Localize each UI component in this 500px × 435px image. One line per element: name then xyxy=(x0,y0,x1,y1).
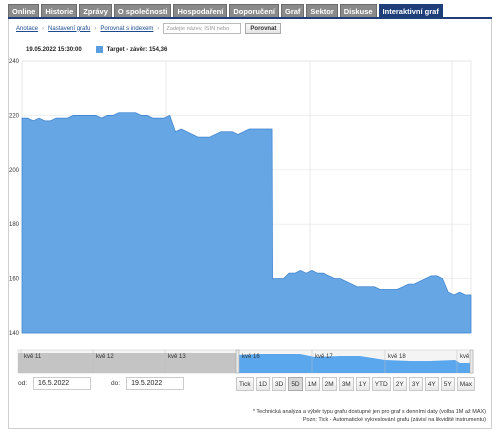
footnote-technical: * Technická analýza a výběr typu grafu d… xyxy=(252,409,486,415)
tab-4[interactable]: Hospodaření xyxy=(173,4,228,17)
range-button-5d[interactable]: 5D xyxy=(288,377,303,391)
footnote-tick: Pozn: Tick - Automatické vykreslování gr… xyxy=(302,417,486,423)
separator: › xyxy=(157,25,160,32)
range-button-2m[interactable]: 2M xyxy=(321,377,337,391)
tab-0[interactable]: Online xyxy=(8,4,40,17)
chart-toolbar: Anotace › Nastavení grafu › Porovnat s i… xyxy=(16,23,282,34)
to-label: do: xyxy=(111,380,121,387)
legend-label: Target - závěr: 154,36 xyxy=(106,46,168,53)
tab-6[interactable]: Graf xyxy=(281,4,305,17)
range-buttons: Tick 1D 3D 5D 1M 2M 3M 1Y YTD 2Y 3Y 4Y 5Y Max xyxy=(236,377,475,391)
range-button-1y[interactable]: 1Y xyxy=(355,377,370,391)
range-button-max[interactable]: Max xyxy=(456,377,475,391)
range-button-3d[interactable]: 3D xyxy=(272,377,287,391)
annotation-link[interactable]: Anotace xyxy=(16,25,39,32)
range-button-tick[interactable]: Tick xyxy=(236,377,254,391)
range-button-1d[interactable]: 1D xyxy=(255,377,270,391)
footnotes: * Technická analýza a výběr typu grafu d… xyxy=(253,408,486,424)
from-label: od: xyxy=(18,380,28,387)
tab-underline xyxy=(8,17,492,19)
from-date-input[interactable]: 16.5.2022 xyxy=(33,377,92,390)
to-date-input[interactable]: 19.5.2022 xyxy=(126,377,185,390)
range-button-4y[interactable]: 4Y xyxy=(424,377,439,391)
tab-bar: Online Historie Zprávy O společnosti Hospoda… xyxy=(8,4,443,18)
tab-1[interactable]: Historie xyxy=(41,4,78,17)
compare-index-link[interactable]: Porovnat s indexem xyxy=(100,25,154,32)
range-button-ytd[interactable]: YTD xyxy=(371,377,391,391)
range-button-3y[interactable]: 3Y xyxy=(408,377,423,391)
legend-swatch xyxy=(95,46,103,53)
tab-3[interactable]: O společnosti xyxy=(113,4,172,17)
range-button-5y[interactable]: 5Y xyxy=(440,377,455,391)
separator: › xyxy=(42,25,45,32)
range-button-2y[interactable]: 2Y xyxy=(392,377,407,391)
compare-button[interactable]: Porovnat xyxy=(245,23,282,34)
compare-search-input[interactable]: Zadejte název, ISIN nebo xyxy=(163,23,242,34)
range-button-1m[interactable]: 1M xyxy=(304,377,320,391)
timestamp: 19.05.2022 15:30:00 xyxy=(26,46,82,53)
date-range: od: 16.5.2022 do: 19.5.2022 xyxy=(18,377,204,390)
tab-5[interactable]: Doporučení xyxy=(229,4,279,17)
tab-2[interactable]: Zprávy xyxy=(79,4,112,17)
chart-settings-link[interactable]: Nastavení grafu xyxy=(48,25,91,32)
tab-9[interactable]: Interaktivní graf xyxy=(378,4,443,17)
separator: › xyxy=(94,25,97,32)
tab-8[interactable]: Diskuse xyxy=(339,4,377,17)
chart-info: 19.05.2022 15:30:00 Target - závěr: 154,… xyxy=(26,46,167,53)
tab-7[interactable]: Sektor xyxy=(306,4,338,17)
chart-panel xyxy=(8,19,492,429)
range-button-3m[interactable]: 3M xyxy=(338,377,354,391)
